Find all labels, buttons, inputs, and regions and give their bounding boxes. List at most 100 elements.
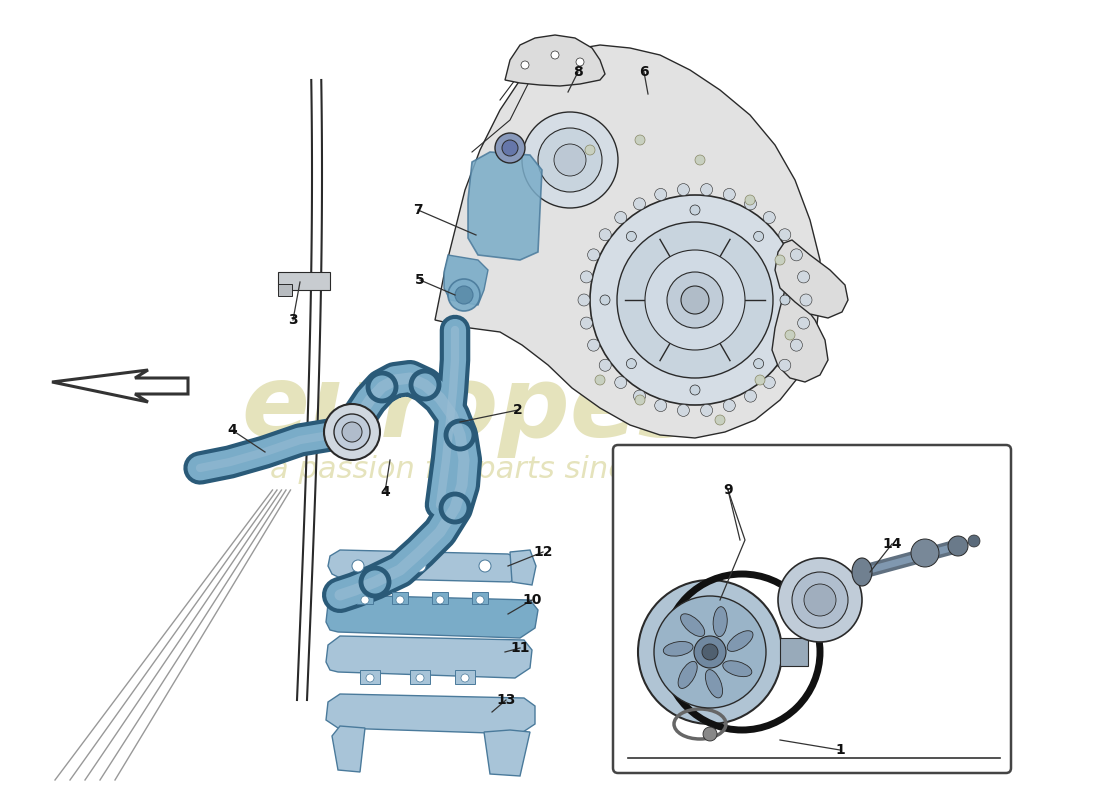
Circle shape xyxy=(701,404,713,416)
Ellipse shape xyxy=(681,614,705,637)
Circle shape xyxy=(635,395,645,405)
Circle shape xyxy=(587,249,600,261)
Circle shape xyxy=(638,580,782,724)
Polygon shape xyxy=(444,255,488,305)
Polygon shape xyxy=(776,240,848,318)
Circle shape xyxy=(600,359,612,371)
Circle shape xyxy=(755,375,764,385)
Circle shape xyxy=(745,198,757,210)
Circle shape xyxy=(522,112,618,208)
Bar xyxy=(358,592,373,604)
Circle shape xyxy=(681,286,710,314)
Text: 5: 5 xyxy=(415,273,425,287)
Ellipse shape xyxy=(727,630,754,651)
Circle shape xyxy=(576,58,584,66)
Text: 13: 13 xyxy=(496,693,516,707)
Circle shape xyxy=(478,560,491,572)
Ellipse shape xyxy=(713,606,727,637)
Polygon shape xyxy=(52,370,188,402)
Circle shape xyxy=(798,271,810,283)
Circle shape xyxy=(754,358,763,369)
Circle shape xyxy=(590,195,800,405)
Circle shape xyxy=(701,184,713,196)
Bar xyxy=(278,272,330,290)
Circle shape xyxy=(414,560,426,572)
Circle shape xyxy=(800,294,812,306)
Circle shape xyxy=(948,536,968,556)
Polygon shape xyxy=(505,35,605,86)
Circle shape xyxy=(521,61,529,69)
Text: 12: 12 xyxy=(534,545,552,559)
Circle shape xyxy=(578,294,590,306)
Circle shape xyxy=(792,572,848,628)
Circle shape xyxy=(352,560,364,572)
Circle shape xyxy=(694,636,726,668)
Circle shape xyxy=(779,359,791,371)
Circle shape xyxy=(780,295,790,305)
Bar xyxy=(455,670,475,684)
Polygon shape xyxy=(772,280,828,382)
Circle shape xyxy=(615,211,627,223)
Circle shape xyxy=(342,422,362,442)
Polygon shape xyxy=(326,595,538,638)
Circle shape xyxy=(690,385,700,395)
Circle shape xyxy=(791,249,802,261)
Circle shape xyxy=(667,272,723,328)
Bar xyxy=(410,670,430,684)
Text: 9: 9 xyxy=(723,483,733,497)
Circle shape xyxy=(448,279,480,311)
Circle shape xyxy=(678,184,690,196)
Circle shape xyxy=(554,144,586,176)
Circle shape xyxy=(654,399,667,411)
Circle shape xyxy=(626,358,637,369)
Circle shape xyxy=(678,404,690,416)
Ellipse shape xyxy=(663,642,693,656)
Circle shape xyxy=(502,140,518,156)
Circle shape xyxy=(779,229,791,241)
Circle shape xyxy=(538,128,602,192)
Circle shape xyxy=(324,404,380,460)
Circle shape xyxy=(778,558,862,642)
Circle shape xyxy=(334,414,370,450)
Circle shape xyxy=(476,596,484,604)
Circle shape xyxy=(585,145,595,155)
Circle shape xyxy=(361,596,368,604)
Polygon shape xyxy=(484,730,530,776)
Circle shape xyxy=(690,205,700,215)
Polygon shape xyxy=(468,152,542,260)
Polygon shape xyxy=(434,45,820,438)
Circle shape xyxy=(626,231,637,242)
Circle shape xyxy=(634,390,646,402)
Circle shape xyxy=(798,317,810,329)
Text: 6: 6 xyxy=(639,65,649,79)
Circle shape xyxy=(436,596,444,604)
Polygon shape xyxy=(332,726,365,772)
Bar xyxy=(432,592,448,604)
Circle shape xyxy=(366,674,374,682)
Circle shape xyxy=(634,198,646,210)
Circle shape xyxy=(615,377,627,389)
Circle shape xyxy=(745,390,757,402)
Circle shape xyxy=(695,155,705,165)
Circle shape xyxy=(702,644,718,660)
Circle shape xyxy=(703,727,717,741)
Circle shape xyxy=(968,535,980,547)
Text: 7: 7 xyxy=(414,203,422,217)
Circle shape xyxy=(595,375,605,385)
Circle shape xyxy=(600,295,610,305)
Polygon shape xyxy=(510,550,536,585)
Ellipse shape xyxy=(852,558,872,586)
Circle shape xyxy=(763,377,776,389)
Circle shape xyxy=(724,189,735,201)
Circle shape xyxy=(581,271,593,283)
Ellipse shape xyxy=(678,662,697,689)
Circle shape xyxy=(763,211,776,223)
Text: europes: europes xyxy=(242,362,698,458)
Circle shape xyxy=(745,195,755,205)
Bar xyxy=(278,284,292,296)
Circle shape xyxy=(791,339,802,351)
Circle shape xyxy=(617,222,773,378)
Circle shape xyxy=(804,584,836,616)
Circle shape xyxy=(776,255,785,265)
Circle shape xyxy=(654,189,667,201)
